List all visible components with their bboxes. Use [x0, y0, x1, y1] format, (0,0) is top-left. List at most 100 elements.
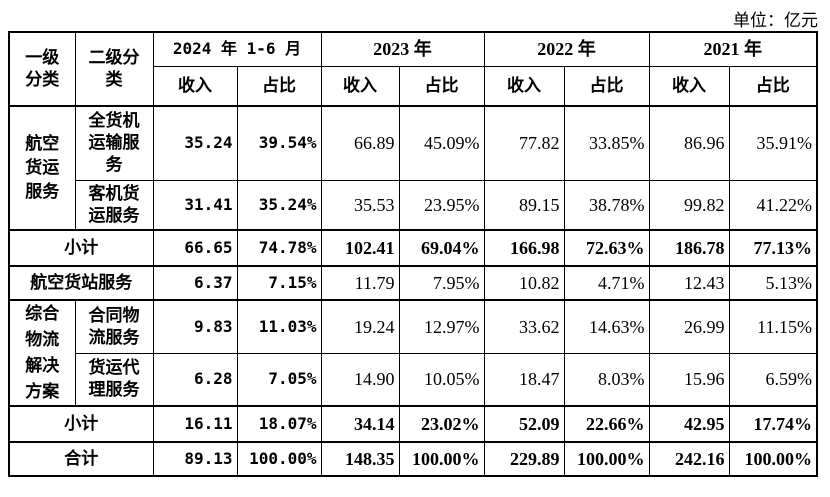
- cell-value: 6.37: [152, 265, 238, 301]
- header-period-2024h1: 2024 年 1-6 月: [152, 31, 322, 67]
- cell-value: 35.53: [320, 179, 400, 231]
- cell-value: 34.14: [320, 405, 400, 443]
- cell-value: 16.11: [152, 405, 238, 443]
- cell-value: 186.78: [648, 229, 730, 267]
- header-share: 占比: [398, 65, 485, 107]
- cell-value: 4.71%: [563, 265, 650, 301]
- group-integrated: 综合物流解决方案: [8, 299, 76, 407]
- cell-value: 242.16: [648, 441, 730, 477]
- cell-value: 7.15%: [236, 265, 322, 301]
- header-period-2023: 2023 年: [320, 31, 485, 67]
- cell-value: 7.05%: [236, 352, 322, 407]
- row-name: 全货机运输服务: [74, 105, 154, 181]
- cell-value: 10.82: [483, 265, 565, 301]
- row-subtotal-integrated: 小计 16.11 18.07% 34.14 23.02% 52.09 22.66…: [8, 405, 818, 443]
- row-forwarding: 货运代理服务 6.28 7.05% 14.90 10.05% 18.47 8.0…: [9, 352, 818, 407]
- cell-value: 166.98: [483, 229, 565, 267]
- cell-value: 9.83: [152, 299, 238, 354]
- cell-value: 38.78%: [563, 179, 650, 231]
- cell-value: 14.63%: [563, 299, 650, 354]
- cell-value: 33.62: [483, 299, 565, 354]
- row-belly: 客机货运服务 31.41 35.24% 35.53 23.95% 89.15 3…: [9, 179, 818, 231]
- cell-value: 23.95%: [398, 179, 485, 231]
- cell-value: 69.04%: [398, 229, 485, 267]
- cell-value: 100.00%: [398, 441, 485, 477]
- group-air-cargo: 航空货运服务: [8, 105, 76, 231]
- cell-value: 99.82: [648, 179, 730, 231]
- cell-value: 11.03%: [236, 299, 322, 354]
- revenue-table: 一级分类 二级分类 2024 年 1-6 月 2023 年 2022 年 202…: [8, 31, 818, 477]
- cell-value: 26.99: [648, 299, 730, 354]
- row-total: 合计 89.13 100.00% 148.35 100.00% 229.89 1…: [8, 441, 818, 477]
- cell-value: 148.35: [320, 441, 400, 477]
- cell-value: 100.00%: [563, 441, 650, 477]
- cell-value: 19.24: [320, 299, 400, 354]
- row-name: 航空货站服务: [8, 265, 154, 301]
- cell-value: 66.89: [320, 105, 400, 181]
- total-label: 合计: [8, 441, 154, 477]
- cell-value: 11.79: [320, 265, 400, 301]
- cell-value: 12.97%: [398, 299, 485, 354]
- cell-value: 23.02%: [398, 405, 485, 443]
- cell-value: 35.24: [152, 105, 238, 181]
- header-period-2022: 2022 年: [483, 31, 650, 67]
- cell-value: 11.15%: [728, 299, 818, 354]
- cell-value: 72.63%: [563, 229, 650, 267]
- cell-value: 74.78%: [236, 229, 322, 267]
- cell-value: 15.96: [648, 352, 730, 407]
- cell-value: 6.28: [152, 352, 238, 407]
- row-terminal: 航空货站服务 6.37 7.15% 11.79 7.95% 10.82 4.71…: [8, 265, 818, 301]
- cell-value: 6.59%: [728, 352, 818, 407]
- row-contract: 综合物流解决方案 合同物流服务 9.83 11.03% 19.24 12.97%…: [8, 299, 818, 407]
- header-level1: 一级分类: [8, 31, 76, 107]
- cell-value: 41.22%: [728, 179, 818, 231]
- row-name: 客机货运服务: [74, 179, 154, 231]
- header-revenue: 收入: [648, 65, 730, 107]
- cell-value: 12.43: [648, 265, 730, 301]
- unit-label: 单位：亿元: [733, 11, 818, 31]
- cell-value: 100.00%: [236, 441, 322, 477]
- cell-value: 35.91%: [728, 105, 818, 181]
- header-row-2: 收入 占比 收入 占比 收入 占比 收入 占比: [9, 65, 818, 107]
- subtotal-label: 小计: [8, 405, 154, 443]
- row-subtotal-air-cargo: 小计 66.65 74.78% 102.41 69.04% 166.98 72.…: [8, 229, 818, 267]
- cell-value: 8.03%: [563, 352, 650, 407]
- cell-value: 89.15: [483, 179, 565, 231]
- cell-value: 10.05%: [398, 352, 485, 407]
- header-level2: 二级分类: [74, 31, 154, 107]
- header-revenue: 收入: [483, 65, 565, 107]
- cell-value: 17.74%: [728, 405, 818, 443]
- row-name: 合同物流服务: [74, 299, 154, 354]
- header-share: 占比: [728, 65, 818, 107]
- cell-value: 7.95%: [398, 265, 485, 301]
- cell-value: 52.09: [483, 405, 565, 443]
- row-freighter: 航空货运服务 全货机运输服务 35.24 39.54% 66.89 45.09%…: [8, 105, 818, 231]
- header-row-1: 一级分类 二级分类 2024 年 1-6 月 2023 年 2022 年 202…: [8, 31, 818, 107]
- cell-value: 66.65: [152, 229, 238, 267]
- cell-value: 39.54%: [236, 105, 322, 181]
- header-share: 占比: [236, 65, 322, 107]
- cell-value: 45.09%: [398, 105, 485, 181]
- cell-value: 5.13%: [728, 265, 818, 301]
- cell-value: 102.41: [320, 229, 400, 267]
- subtotal-label: 小计: [8, 229, 154, 267]
- cell-value: 89.13: [152, 441, 238, 477]
- cell-value: 42.95: [648, 405, 730, 443]
- cell-value: 77.82: [483, 105, 565, 181]
- cell-value: 86.96: [648, 105, 730, 181]
- header-revenue: 收入: [320, 65, 400, 107]
- cell-value: 35.24%: [236, 179, 322, 231]
- cell-value: 100.00%: [728, 441, 818, 477]
- cell-value: 18.47: [483, 352, 565, 407]
- cell-value: 77.13%: [728, 229, 818, 267]
- header-period-2021: 2021 年: [648, 31, 818, 67]
- cell-value: 22.66%: [563, 405, 650, 443]
- cell-value: 31.41: [152, 179, 238, 231]
- header-share: 占比: [563, 65, 650, 107]
- row-name: 货运代理服务: [74, 352, 154, 407]
- cell-value: 14.90: [320, 352, 400, 407]
- cell-value: 18.07%: [236, 405, 322, 443]
- cell-value: 33.85%: [563, 105, 650, 181]
- header-revenue: 收入: [152, 65, 238, 107]
- cell-value: 229.89: [483, 441, 565, 477]
